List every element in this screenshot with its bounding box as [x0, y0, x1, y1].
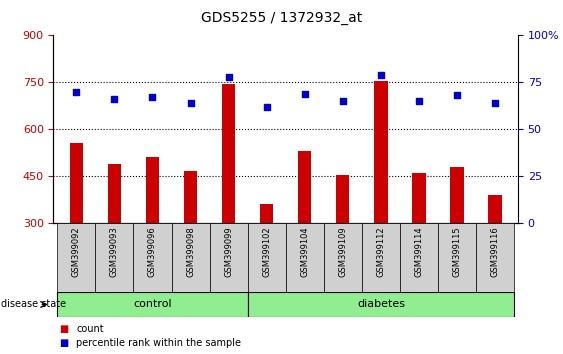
Text: control: control — [133, 299, 172, 309]
Text: GSM399104: GSM399104 — [300, 227, 309, 277]
Bar — [438, 223, 476, 292]
Bar — [374, 81, 387, 223]
Bar — [298, 151, 311, 223]
Text: GSM399116: GSM399116 — [490, 227, 499, 277]
Bar — [95, 223, 133, 292]
Bar — [489, 195, 502, 223]
Text: GSM399109: GSM399109 — [338, 227, 347, 277]
Text: GSM399102: GSM399102 — [262, 227, 271, 277]
Point — [414, 98, 423, 104]
Bar — [324, 223, 362, 292]
Text: GSM399114: GSM399114 — [414, 227, 423, 277]
Point — [377, 72, 386, 78]
Bar — [336, 175, 350, 223]
Point — [490, 100, 499, 106]
Bar — [222, 84, 235, 223]
Point — [224, 74, 233, 80]
Bar — [362, 223, 400, 292]
Bar — [260, 204, 274, 223]
Bar — [450, 167, 464, 223]
Text: ■: ■ — [59, 324, 68, 333]
Text: GSM399096: GSM399096 — [148, 227, 157, 277]
Text: GSM399112: GSM399112 — [377, 227, 386, 277]
Bar — [57, 223, 95, 292]
Bar — [146, 157, 159, 223]
Text: disease state: disease state — [1, 299, 66, 309]
Point — [300, 91, 309, 96]
Bar — [400, 223, 438, 292]
Bar — [248, 223, 286, 292]
Text: diabetes: diabetes — [357, 299, 405, 309]
Bar — [70, 143, 83, 223]
Text: GSM399092: GSM399092 — [72, 227, 81, 277]
Text: count: count — [76, 324, 104, 333]
Bar — [412, 173, 426, 223]
Bar — [172, 223, 209, 292]
Point — [338, 98, 347, 104]
Bar — [209, 223, 248, 292]
Bar — [286, 223, 324, 292]
Point — [72, 89, 81, 95]
Text: ■: ■ — [59, 338, 68, 348]
Bar — [476, 223, 514, 292]
Text: GDS5255 / 1372932_at: GDS5255 / 1372932_at — [201, 11, 362, 25]
Bar — [108, 164, 121, 223]
Bar — [184, 171, 197, 223]
Point — [110, 96, 119, 102]
Point — [453, 93, 462, 98]
Text: percentile rank within the sample: percentile rank within the sample — [76, 338, 241, 348]
Text: GSM399098: GSM399098 — [186, 227, 195, 277]
Point — [186, 100, 195, 106]
Text: GSM399115: GSM399115 — [453, 227, 462, 277]
Bar — [248, 292, 514, 317]
Text: GSM399093: GSM399093 — [110, 227, 119, 277]
Bar — [133, 223, 172, 292]
Bar — [57, 292, 248, 317]
Text: GSM399099: GSM399099 — [224, 227, 233, 277]
Point — [148, 95, 157, 100]
Point — [262, 104, 271, 109]
